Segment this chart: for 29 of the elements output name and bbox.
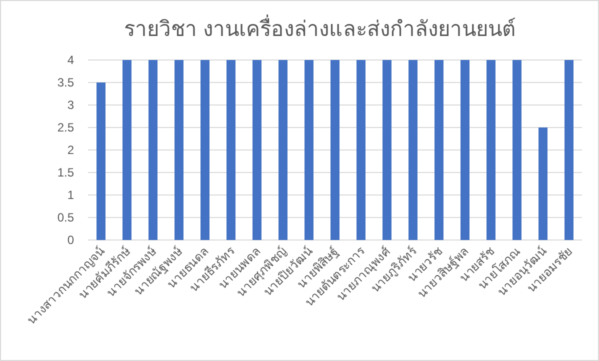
bar [538,128,548,240]
y-tick-label: 3 [67,98,74,112]
bar [96,82,106,240]
bar [226,60,236,240]
y-tick-label: 4 [67,53,74,67]
y-tick-label: 2.5 [57,120,74,134]
y-tick-label: 3.5 [57,76,74,90]
y-tick-label: 0 [67,233,74,247]
bar [122,60,132,240]
bar [382,60,392,240]
bar [200,60,210,240]
bar [434,60,444,240]
bar [356,60,366,240]
bar [330,60,340,240]
bar [148,60,158,240]
bar [460,60,470,240]
y-tick-label: 2 [67,143,74,157]
y-tick-label: 1.5 [57,166,74,180]
bar [174,60,184,240]
bar [278,60,288,240]
bar [512,60,522,240]
bar [564,60,574,240]
bar [486,60,496,240]
bar [252,60,262,240]
chart-title: รายวิชา งานเครื่องล่างและส่งกำลังยานยนต์ [124,14,516,41]
y-tick-label: 1 [67,188,74,202]
bar [408,60,418,240]
bar [304,60,314,240]
y-tick-label: 0.5 [57,210,74,224]
